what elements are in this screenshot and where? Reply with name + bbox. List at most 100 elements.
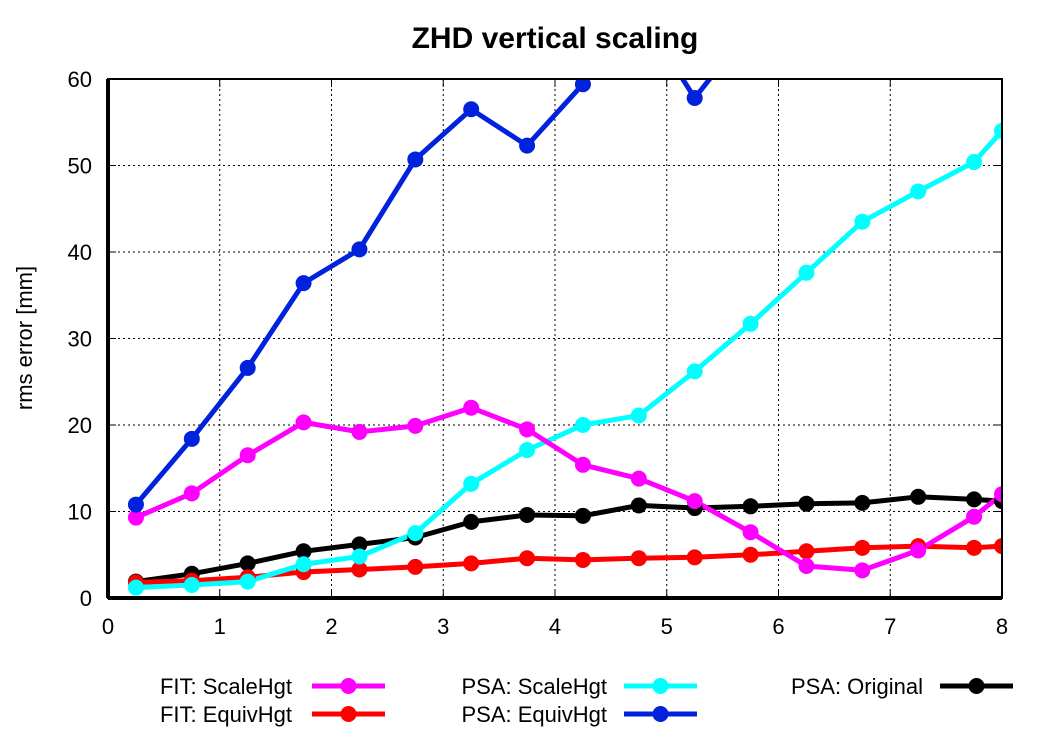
legend-label-psa-scalehgt: PSA: ScaleHgt	[461, 674, 607, 699]
data-point-fit-scalehgt	[910, 542, 927, 559]
data-point-psa-scalehgt	[239, 573, 256, 590]
data-point-psa-equivhgt	[127, 496, 144, 513]
data-point-psa-equivhgt	[183, 430, 200, 447]
data-point-fit-scalehgt	[994, 486, 1002, 503]
legend: FIT: ScaleHgt FIT: EquivHgt PSA: ScaleHgt P…	[160, 674, 1013, 727]
legend-label-psa-original: PSA: Original	[791, 674, 923, 699]
data-point-fit-scalehgt	[407, 417, 424, 434]
data-point-fit-equivhgt	[519, 550, 536, 567]
data-point-psa-equivhgt	[686, 90, 703, 107]
data-point-psa-scalehgt	[630, 407, 647, 424]
y-tick-label: 50	[68, 154, 92, 179]
x-tick-label: 5	[661, 614, 673, 639]
data-point-psa-scalehgt	[183, 577, 200, 594]
data-point-psa-scalehgt	[910, 183, 927, 200]
data-point-psa-scalehgt	[854, 213, 871, 230]
data-point-psa-original	[910, 488, 927, 505]
data-point-psa-scalehgt	[742, 315, 759, 332]
legend-label-psa-equivhgt: PSA: EquivHgt	[461, 702, 607, 727]
data-point-fit-scalehgt	[686, 493, 703, 510]
data-point-fit-equivhgt	[351, 561, 368, 578]
data-point-psa-scalehgt	[994, 122, 1002, 139]
data-point-fit-equivhgt	[686, 549, 703, 566]
y-tick-label: 40	[68, 240, 92, 265]
y-tick-label: 10	[68, 500, 92, 525]
legend-swatch-marker-fit-scalehgt	[340, 678, 357, 694]
data-point-psa-equivhgt	[631, 2, 647, 18]
tick-labels: 0 1 2 3 4 5 6 7 8 0 10 20 30 40 50 60	[68, 67, 1009, 639]
data-point-fit-scalehgt	[966, 508, 983, 525]
data-point-psa-scalehgt	[798, 264, 815, 281]
legend-swatch-marker-psa-scalehgt	[652, 678, 669, 694]
data-point-fit-equivhgt	[630, 550, 647, 567]
x-tick-label: 3	[437, 614, 449, 639]
data-point-psa-equivhgt	[519, 137, 536, 154]
series-line-psa-scalehgt	[135, 129, 1002, 591]
data-point-fit-scalehgt	[574, 456, 591, 473]
data-point-fit-equivhgt	[994, 538, 1002, 555]
grid-lines	[108, 79, 1002, 598]
data-point-fit-equivhgt	[854, 539, 871, 556]
data-point-fit-equivhgt	[574, 551, 591, 568]
data-point-psa-equivhgt	[239, 359, 256, 376]
chart-title: ZHD vertical scaling	[412, 22, 699, 55]
x-tick-label: 0	[102, 614, 114, 639]
data-point-psa-original	[574, 507, 591, 524]
data-point-psa-original	[966, 491, 983, 508]
data-point-psa-original	[630, 497, 647, 514]
y-tick-label: 30	[68, 327, 92, 352]
legend-label-fit-equivhgt: FIT: EquivHgt	[160, 702, 292, 727]
legend-swatch-marker-psa-original	[968, 678, 985, 694]
data-point-fit-equivhgt	[463, 555, 480, 572]
data-point-psa-original	[519, 506, 536, 523]
marker-layer	[127, 2, 1002, 596]
data-point-fit-scalehgt	[630, 470, 647, 487]
x-tick-label: 8	[996, 614, 1008, 639]
data-point-fit-equivhgt	[798, 543, 815, 560]
data-point-psa-equivhgt	[463, 101, 480, 118]
y-tick-label: 60	[68, 67, 92, 92]
data-point-fit-scalehgt	[295, 414, 312, 431]
data-point-fit-scalehgt	[239, 447, 256, 464]
data-point-fit-scalehgt	[854, 562, 871, 579]
data-point-fit-equivhgt	[742, 546, 759, 563]
data-point-psa-scalehgt	[295, 556, 312, 573]
data-point-psa-scalehgt	[351, 548, 368, 565]
data-point-psa-original	[798, 495, 815, 512]
data-point-fit-scalehgt	[351, 423, 368, 440]
x-tick-label: 7	[884, 614, 896, 639]
data-point-psa-original	[295, 543, 312, 560]
data-point-psa-scalehgt	[463, 475, 480, 492]
data-point-fit-equivhgt	[966, 539, 983, 556]
y-tick-label: 0	[80, 586, 92, 611]
series-layer	[133, 79, 1002, 591]
data-point-psa-scalehgt	[127, 579, 144, 596]
data-point-psa-scalehgt	[686, 363, 703, 380]
data-point-fit-equivhgt	[407, 558, 424, 575]
data-point-psa-equivhgt	[407, 151, 424, 168]
data-point-psa-scalehgt	[519, 442, 536, 459]
legend-swatch-marker-psa-equivhgt	[652, 706, 669, 722]
data-point-fit-scalehgt	[798, 557, 815, 574]
legend-swatch-marker-fit-equivhgt	[340, 706, 357, 722]
data-point-psa-equivhgt	[351, 241, 368, 258]
data-point-psa-original	[854, 494, 871, 511]
data-point-fit-scalehgt	[183, 485, 200, 502]
data-point-psa-original	[239, 555, 256, 572]
data-point-psa-original	[463, 513, 480, 530]
y-axis-label: rms error [mm]	[12, 266, 37, 410]
data-point-fit-scalehgt	[463, 399, 480, 416]
x-tick-label: 4	[549, 614, 561, 639]
x-tick-label: 2	[325, 614, 337, 639]
data-point-psa-scalehgt	[966, 154, 983, 171]
x-tick-label: 6	[772, 614, 784, 639]
data-point-fit-scalehgt	[519, 421, 536, 438]
data-point-psa-equivhgt	[743, 19, 759, 35]
series-line-psa-equivhgt	[133, 79, 713, 507]
data-point-psa-original	[742, 498, 759, 515]
data-point-psa-equivhgt	[574, 79, 591, 93]
y-tick-label: 20	[68, 413, 92, 438]
data-point-psa-original	[351, 536, 368, 553]
data-point-psa-equivhgt	[295, 275, 312, 292]
